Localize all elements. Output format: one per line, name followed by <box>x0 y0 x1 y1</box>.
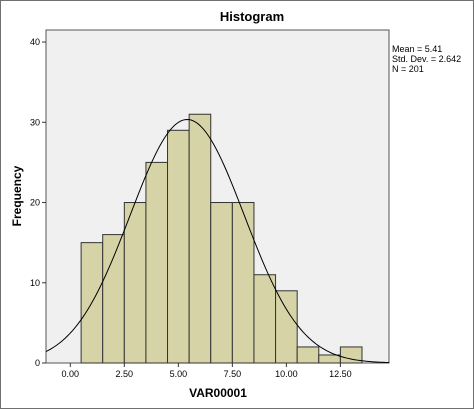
x-axis: 0.00 2.50 5.00 7.50 10.00 12.50 <box>62 363 352 379</box>
histogram-bar-6 <box>188 113 212 364</box>
histogram-bar-10 <box>275 290 298 364</box>
stat-std-dev: Std. Dev. = 2.642 <box>392 54 461 64</box>
normal-curve <box>45 118 390 364</box>
chart-title: Histogram <box>220 9 284 24</box>
y-tick-label: 20 <box>30 198 40 208</box>
stat-n: N = 201 <box>392 64 424 74</box>
stat-mean: Mean = 5.41 <box>392 44 442 54</box>
y-tick-label: 0 <box>35 358 40 368</box>
x-tick-label: 5.00 <box>170 369 188 379</box>
x-tick-label: 12.50 <box>329 369 352 379</box>
histogram-bar-4 <box>145 161 169 364</box>
histogram-bar-8 <box>231 202 255 364</box>
y-tick-label: 10 <box>30 278 40 288</box>
y-axis: 0 10 20 30 40 <box>30 37 46 368</box>
histogram-bar-5 <box>167 129 190 364</box>
x-tick-label: 0.00 <box>62 369 80 379</box>
y-tick-label: 40 <box>30 37 40 47</box>
bars-group <box>80 113 363 364</box>
x-tick-label: 2.50 <box>116 369 134 379</box>
x-tick-label: 7.50 <box>224 369 242 379</box>
histogram-bar-2 <box>102 234 125 364</box>
histogram-bar-7 <box>210 202 233 364</box>
x-tick-label: 10.00 <box>275 369 298 379</box>
histogram-bar-9 <box>253 274 277 364</box>
histogram-bar-3 <box>123 202 147 364</box>
x-axis-label: VAR00001 <box>189 386 247 400</box>
y-tick-label: 30 <box>30 117 40 127</box>
histogram-bar-12 <box>318 354 341 364</box>
y-axis-label: Frequency <box>10 165 24 226</box>
histogram-bar-13 <box>339 346 363 364</box>
stats-box: Mean = 5.41 Std. Dev. = 2.642 N = 201 <box>392 44 461 74</box>
histogram-bar-11 <box>296 346 320 364</box>
